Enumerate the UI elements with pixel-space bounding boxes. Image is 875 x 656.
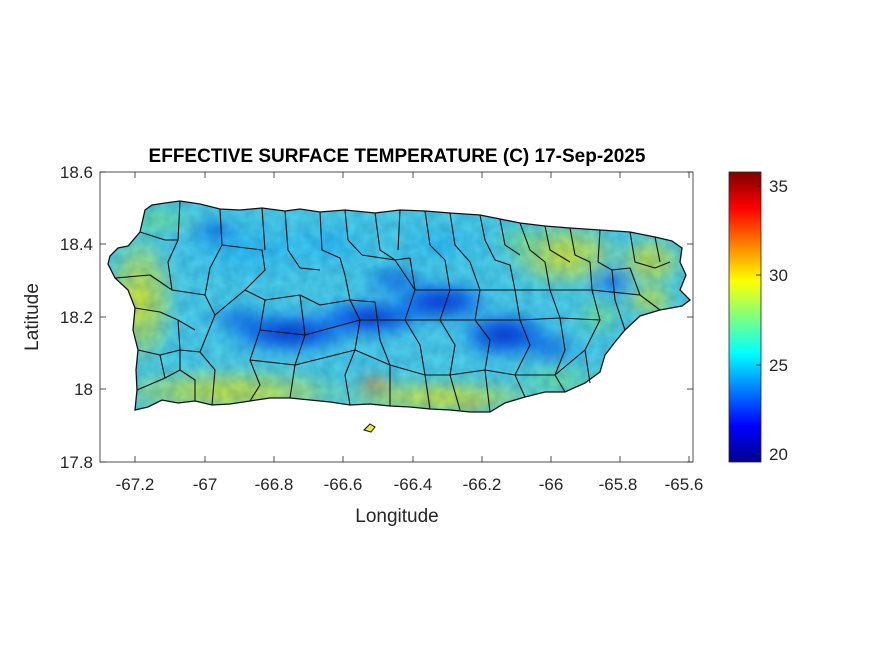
y-tick-label: 18.2 <box>60 308 93 327</box>
colorbar-tick-label: 20 <box>769 445 788 464</box>
colorbar-tick-label: 30 <box>769 266 788 285</box>
x-axis-label: Longitude <box>355 506 438 527</box>
colorbar-tick-label: 35 <box>769 177 788 196</box>
x-tick-label: -66.6 <box>324 475 363 494</box>
y-tick-label: 18 <box>74 380 93 399</box>
x-tick-label: -65.8 <box>599 475 638 494</box>
y-axis-label: Latitude <box>22 283 43 351</box>
x-tick-label: -66.4 <box>394 475 433 494</box>
x-tick-label: -66 <box>539 475 564 494</box>
x-tick-label: -66.2 <box>463 475 502 494</box>
y-tick-labels: 18.6 18.4 18.2 18 17.8 <box>60 163 93 472</box>
y-tick-label: 18.4 <box>60 235 93 254</box>
colorbar-tick-label: 25 <box>769 356 788 375</box>
x-tick-label: -67 <box>193 475 218 494</box>
x-tick-label: -65.6 <box>665 475 704 494</box>
map-title: EFFECTIVE SURFACE TEMPERATURE (C) 17-Sep… <box>149 146 646 167</box>
x-tick-label: -67.2 <box>116 475 155 494</box>
colorbar-gradient <box>728 171 762 463</box>
y-tick-label: 17.8 <box>60 453 93 472</box>
colorbar: 35 30 25 20 <box>728 171 788 464</box>
y-axis <box>100 171 693 463</box>
x-axis <box>134 172 690 462</box>
x-tick-label: -66.8 <box>255 475 294 494</box>
municipality-boundaries <box>114 200 671 413</box>
x-tick-labels: -67.2 -67 -66.8 -66.6 -66.4 -66.2 -66 -6… <box>116 475 704 494</box>
caja-de-muertos-islet <box>363 423 376 433</box>
y-tick-label: 18.6 <box>60 163 93 182</box>
